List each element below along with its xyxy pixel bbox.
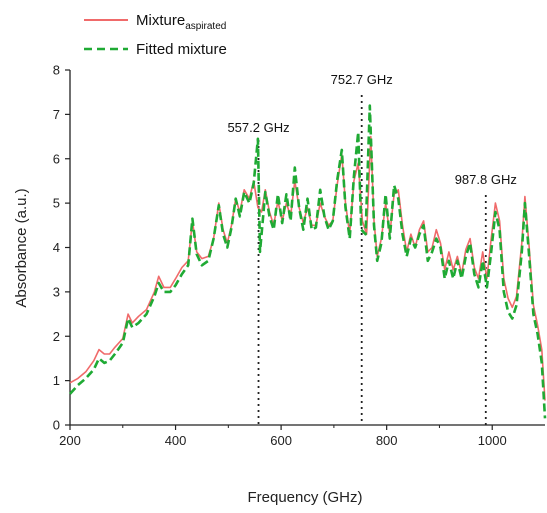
annotation-label-2: 987.8 GHz <box>455 172 517 187</box>
x-tick-label-1000: 1000 <box>478 433 507 448</box>
plot-frame <box>69 70 545 426</box>
annotation-label-1: 752.7 GHz <box>331 72 393 87</box>
y-tick-label-0: 0 <box>53 418 60 433</box>
y-tick-label-4: 4 <box>53 240 60 255</box>
annotations: 557.2 GHz 752.7 GHz 987.8 GHz <box>227 72 517 425</box>
y-axis-title: Absorbance (a.u.) <box>13 188 30 307</box>
legend-label-mixture: Mixtureaspirated <box>136 12 226 32</box>
legend-label-fitted: Fitted mixture <box>136 41 227 58</box>
annotation-label-0: 557.2 GHz <box>227 120 289 135</box>
legend-subscript-mixture: aspirated <box>185 21 226 32</box>
y-tick-label-6: 6 <box>53 151 60 166</box>
y-ticks: 0 1 2 3 4 5 6 7 8 <box>53 63 70 433</box>
y-tick-label-5: 5 <box>53 196 60 211</box>
y-tick-label-3: 3 <box>53 284 60 299</box>
x-axis-title: Frequency (GHz) <box>247 489 362 506</box>
legend-text-mixture: Mixture <box>136 12 185 29</box>
y-tick-label-8: 8 <box>53 63 60 78</box>
y-tick-label-2: 2 <box>53 329 60 344</box>
y-tick-label-1: 1 <box>53 373 60 388</box>
x-tick-label-200: 200 <box>59 433 81 448</box>
series-lines <box>69 104 547 419</box>
legend: Mixtureaspirated Fitted mixture <box>84 12 227 58</box>
x-tick-label-800: 800 <box>376 433 398 448</box>
x-tick-label-400: 400 <box>165 433 187 448</box>
x-ticks: 200 400 600 800 1000 <box>59 425 507 448</box>
y-tick-label-7: 7 <box>53 107 60 122</box>
x-tick-label-600: 600 <box>270 433 292 448</box>
series-line-1 <box>69 104 547 419</box>
